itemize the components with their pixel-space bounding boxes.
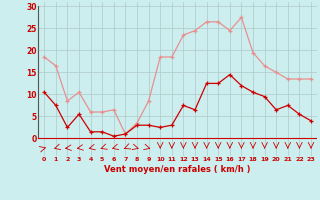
X-axis label: Vent moyen/en rafales ( km/h ): Vent moyen/en rafales ( km/h )	[104, 165, 251, 174]
